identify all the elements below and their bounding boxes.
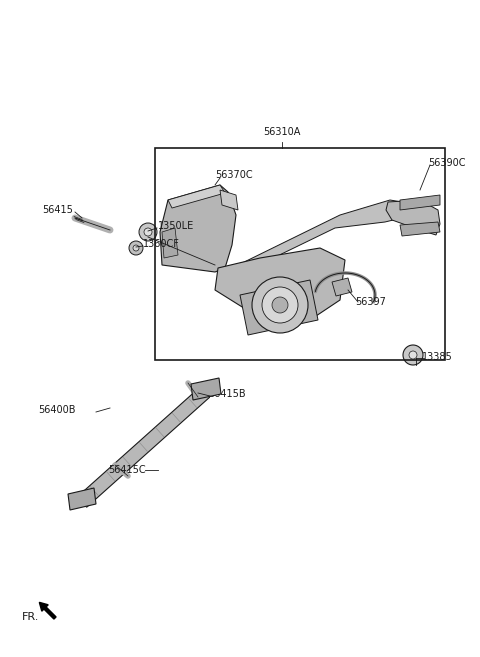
Text: 1350LE: 1350LE (158, 221, 194, 231)
Circle shape (409, 351, 417, 359)
Polygon shape (332, 278, 352, 296)
Text: 56310A: 56310A (264, 127, 300, 137)
Polygon shape (68, 488, 96, 510)
Polygon shape (77, 387, 210, 507)
Polygon shape (215, 248, 345, 320)
FancyArrow shape (39, 602, 56, 619)
Circle shape (133, 245, 139, 251)
Polygon shape (160, 185, 236, 272)
Text: 13385: 13385 (422, 352, 453, 362)
Text: 56415: 56415 (42, 205, 73, 215)
Text: 56370C: 56370C (215, 170, 252, 180)
Circle shape (144, 228, 152, 236)
Text: 56415B: 56415B (208, 389, 246, 399)
Text: 1360CF: 1360CF (143, 239, 180, 249)
Text: 56397: 56397 (355, 297, 386, 307)
Text: FR.: FR. (22, 612, 39, 622)
Polygon shape (386, 200, 440, 235)
Circle shape (262, 287, 298, 323)
Polygon shape (240, 280, 318, 335)
Polygon shape (228, 200, 420, 280)
Text: 56390C: 56390C (428, 158, 466, 168)
Polygon shape (220, 190, 238, 210)
Text: 56415C: 56415C (108, 465, 145, 475)
Polygon shape (191, 378, 221, 400)
Polygon shape (162, 228, 178, 258)
Circle shape (272, 297, 288, 313)
Circle shape (252, 277, 308, 333)
Polygon shape (400, 195, 440, 210)
Bar (155, 148, 445, 360)
Circle shape (129, 241, 143, 255)
Circle shape (139, 223, 157, 241)
Text: 56400B: 56400B (38, 405, 75, 415)
Polygon shape (168, 185, 225, 208)
Polygon shape (400, 222, 440, 236)
Circle shape (403, 345, 423, 365)
